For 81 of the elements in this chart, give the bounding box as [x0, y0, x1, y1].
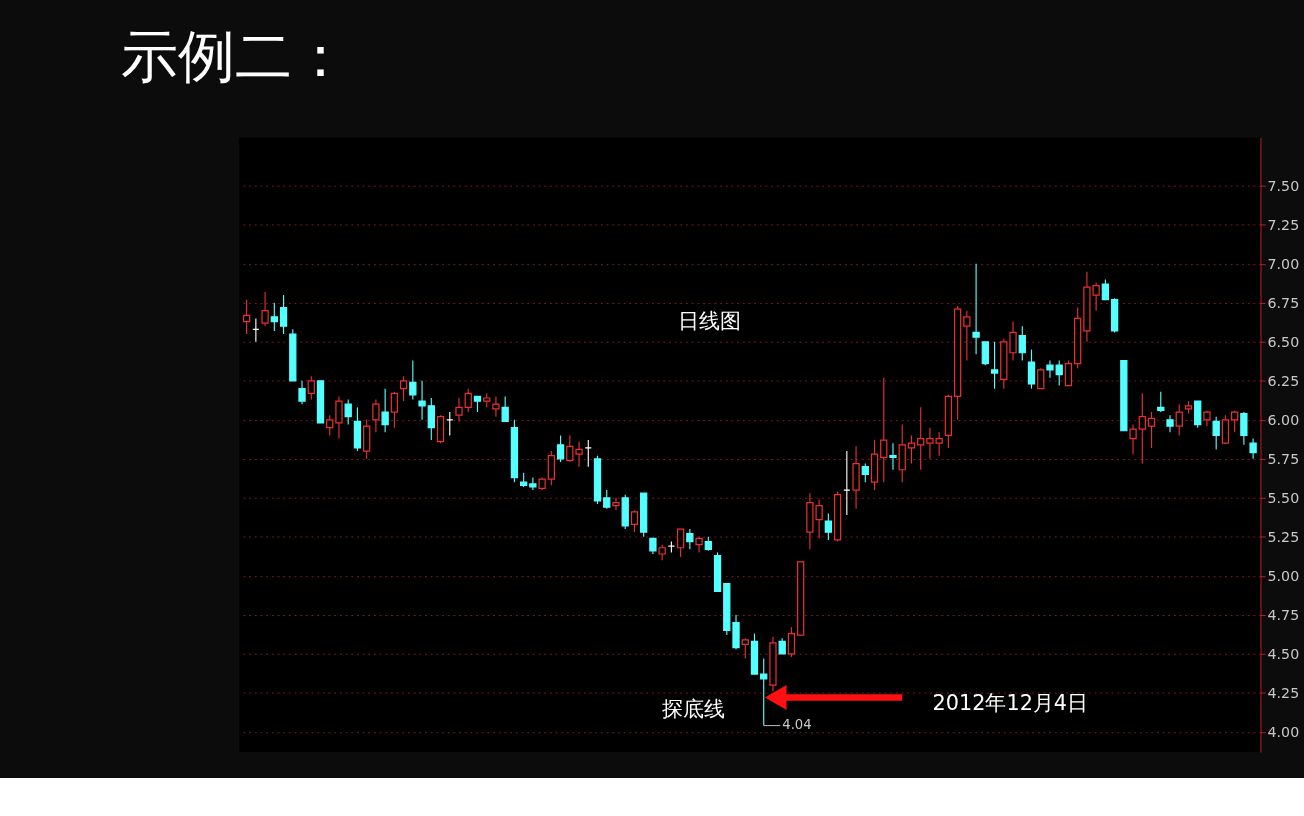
candlestick [298, 380, 306, 405]
candlestick [390, 391, 399, 429]
candlestick [917, 406, 925, 471]
candlestick [686, 528, 694, 550]
candlestick [1064, 359, 1073, 387]
y-tick-label: 5.75 [1267, 451, 1300, 468]
candlestick [501, 395, 509, 423]
candlestick [603, 489, 611, 510]
y-tick-label: 4.00 [1267, 724, 1300, 741]
candlestick [326, 414, 334, 436]
y-tick-label: 5.25 [1267, 529, 1300, 546]
candlestick [760, 657, 768, 727]
candlestick [741, 637, 749, 660]
candlestick [1230, 409, 1239, 433]
y-tick-label: 5.50 [1267, 490, 1300, 507]
y-tick-label: 6.75 [1267, 295, 1300, 312]
candlestick [427, 397, 435, 441]
candlestick [1194, 400, 1202, 429]
y-tick-label: 7.00 [1267, 256, 1300, 273]
candlestick [1240, 411, 1248, 446]
y-tick-label: 6.50 [1267, 334, 1300, 351]
candlestick [418, 380, 426, 421]
candlestick [409, 359, 417, 401]
candlestick [242, 299, 251, 335]
candlestick [372, 398, 380, 433]
candlestick [381, 388, 389, 433]
y-tick-label: 4.25 [1267, 685, 1300, 702]
candlestick [861, 462, 869, 483]
annotation: 2012年12月4日 [932, 690, 1089, 715]
candlestick [1249, 437, 1257, 460]
candlestick [990, 341, 999, 390]
y-tick-label: 5.00 [1267, 568, 1300, 585]
annotation: 4.04 [782, 717, 812, 733]
candlestick [1166, 414, 1174, 433]
candlestick [1129, 423, 1137, 455]
candlestick [1018, 325, 1026, 362]
candlestick [1009, 320, 1017, 362]
candlestick [889, 442, 897, 471]
candlestick [1101, 278, 1110, 301]
candlestick [1221, 414, 1230, 444]
y-tick-label: 4.75 [1267, 607, 1300, 624]
chart-title: 示例二： [121, 23, 350, 89]
candlestick [556, 434, 565, 463]
candlestick [612, 497, 620, 511]
candlestick [880, 377, 888, 483]
candlestick [270, 302, 278, 332]
candlestick [335, 395, 343, 440]
candlestick [261, 291, 269, 327]
y-tick-label: 7.25 [1267, 217, 1300, 234]
y-tick-label: 4.50 [1267, 646, 1300, 663]
candlestick [630, 509, 639, 533]
candlestick [1212, 416, 1220, 451]
candlestick [981, 341, 989, 366]
candlestick [787, 626, 796, 658]
candlestick [1027, 349, 1036, 390]
candlestick [464, 388, 472, 413]
y-tick-label: 6.00 [1267, 412, 1300, 429]
candlestick [1175, 403, 1183, 436]
y-tick-label: 6.25 [1267, 373, 1300, 390]
annotation: 探底线 [662, 697, 726, 722]
candlestick [1046, 359, 1054, 379]
candlestick [907, 434, 916, 465]
candlestick [307, 375, 315, 401]
candlestick [676, 528, 685, 558]
candlestick [824, 512, 833, 541]
candlestick [1157, 391, 1165, 413]
candlestick [492, 395, 500, 418]
candlestick [529, 476, 537, 491]
candlestick [972, 263, 980, 355]
candlestick [963, 310, 971, 362]
candlestick [1037, 367, 1045, 390]
candlestick [455, 397, 463, 422]
y-tick-label: 7.50 [1267, 178, 1300, 195]
candlestick [344, 398, 352, 426]
text: 日线图 [677, 309, 741, 334]
candlestick [547, 450, 556, 486]
candlestick [279, 294, 288, 335]
candlestick [1147, 411, 1156, 449]
candlestick [399, 375, 408, 402]
candlestick [1138, 392, 1146, 465]
candlestick [1055, 359, 1063, 387]
